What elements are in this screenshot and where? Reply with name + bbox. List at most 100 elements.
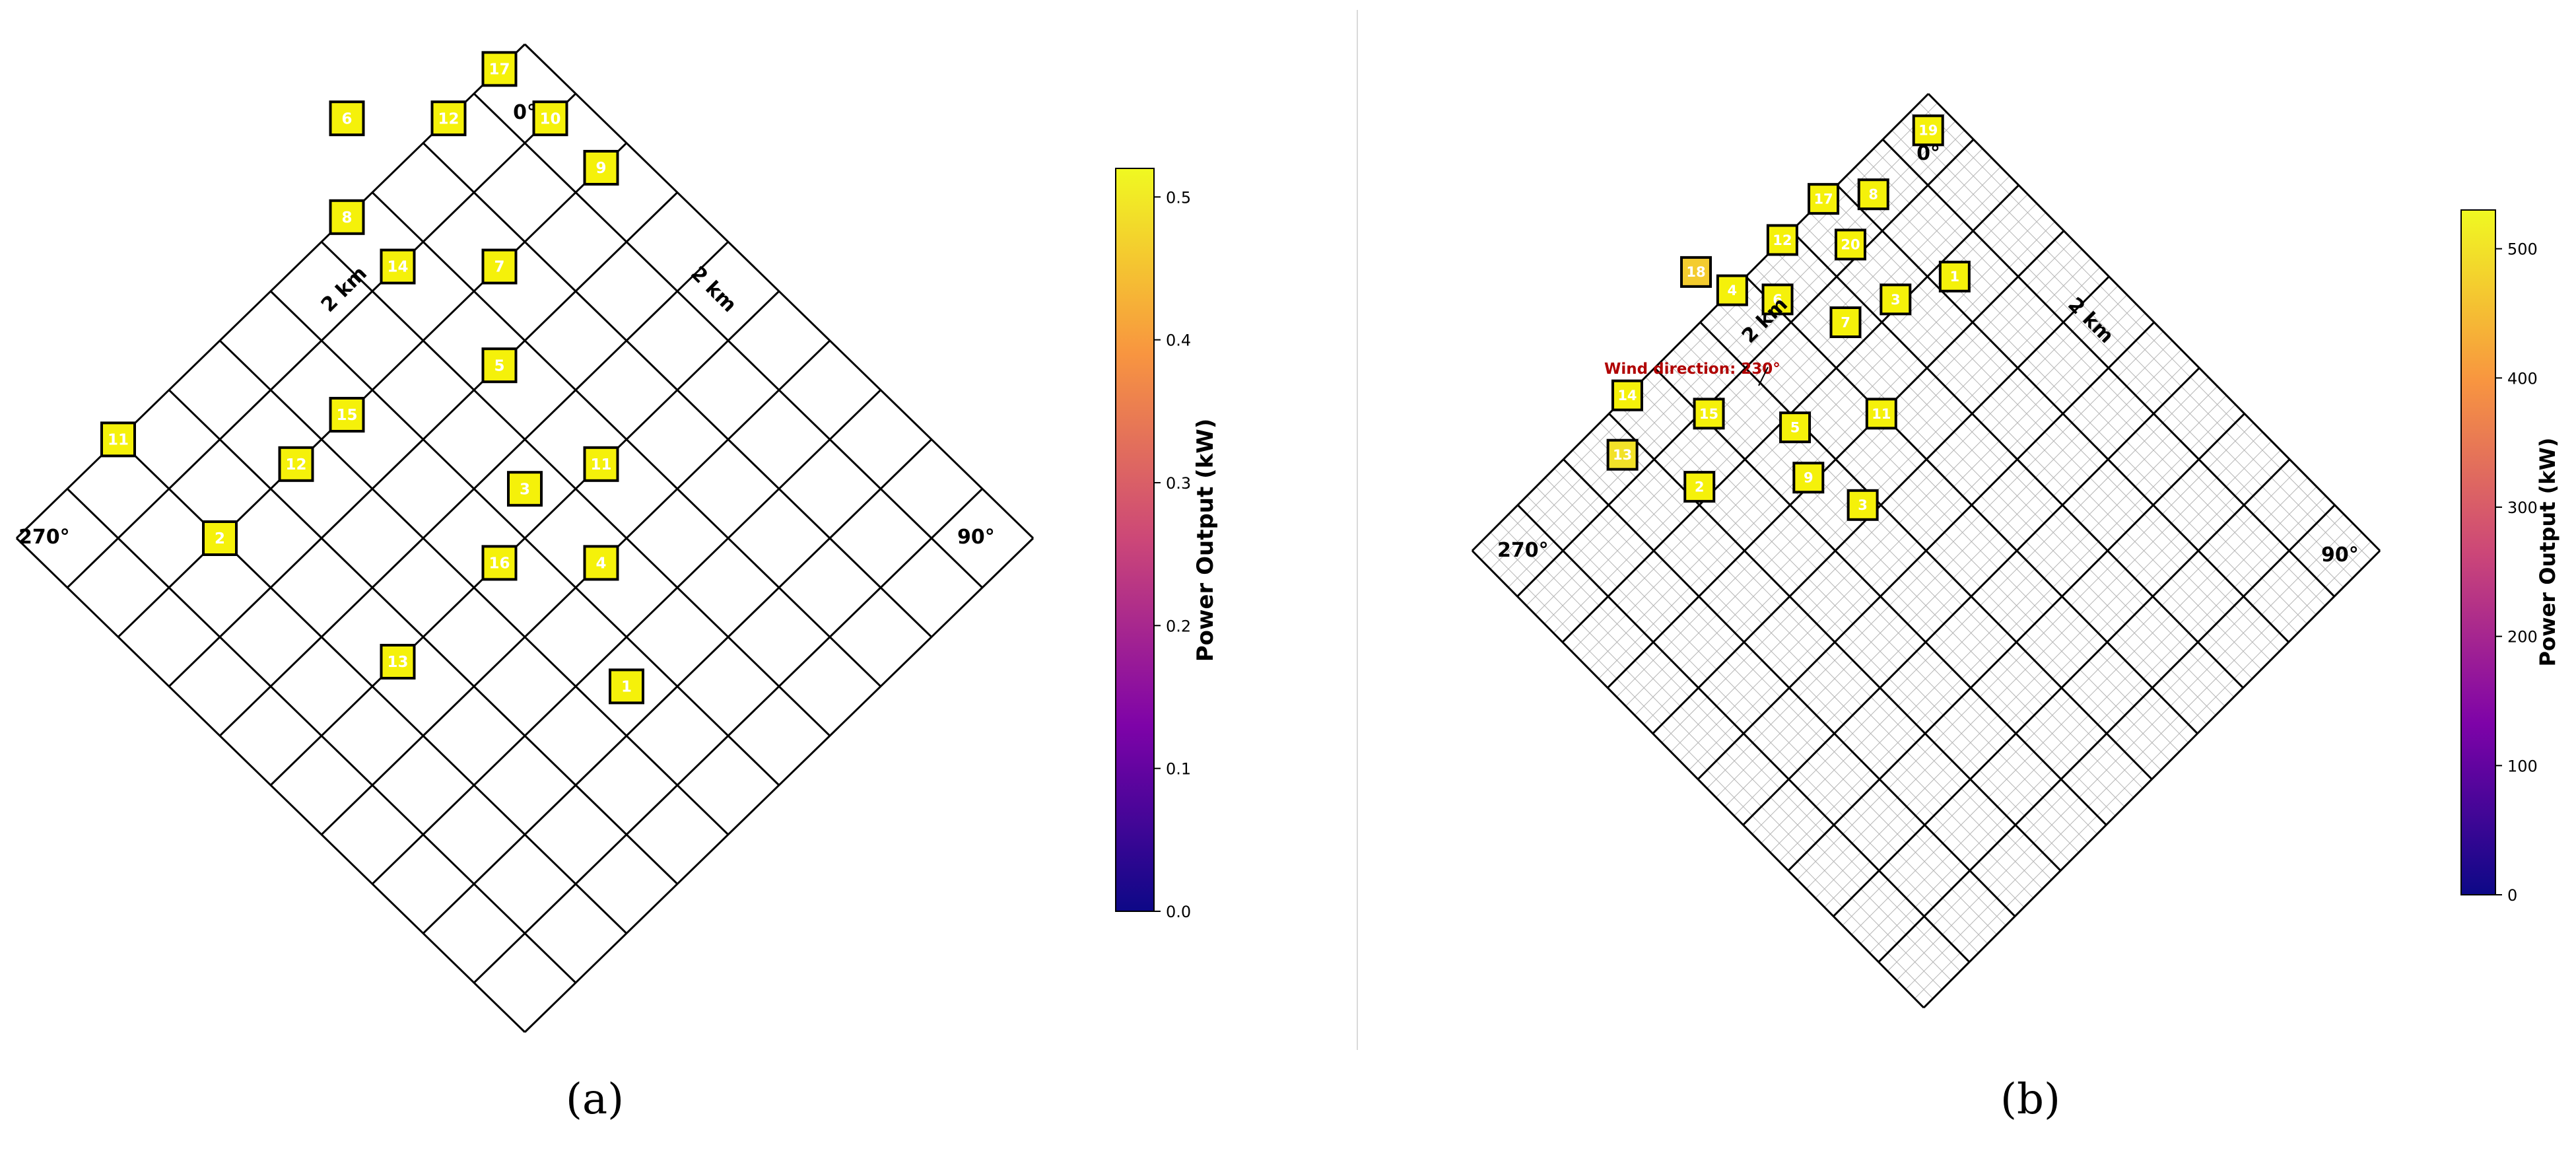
panel-b-east-label: 90°	[2321, 543, 2359, 567]
colorbar-tick-label: 0.5	[1166, 188, 1191, 207]
turbine-id-label: 10	[539, 110, 560, 127]
panel-b-west-label: 270°	[1497, 539, 1549, 562]
grid-line	[15, 537, 526, 1033]
turbine-id-label: 12	[1773, 232, 1792, 248]
grid-line	[1654, 367, 2107, 826]
turbine-id-label: 15	[336, 407, 357, 424]
turbine-marker	[481, 347, 518, 384]
colorbar-tick-label: 500	[2507, 240, 2538, 259]
panel-a-farm-layout: 9 17 11 7 12 5 4 14 6 1 16 3 10 8 12 13 15 2 11 0° 90° 270…	[15, 43, 1034, 1033]
turbine-id-label: 6	[341, 110, 352, 127]
turbine-marker	[1766, 224, 1798, 256]
grid-line	[1878, 504, 2336, 963]
turbine-id-label: 4	[1728, 283, 1738, 298]
turbine-marker	[609, 668, 644, 705]
turbine-id-label: 15	[1699, 406, 1718, 422]
grid-line	[168, 389, 679, 885]
turbine-id-label: 4	[595, 555, 606, 572]
grid-line	[66, 488, 577, 984]
turbine-id-label: 19	[1918, 123, 1938, 139]
turbine-id-label: 3	[1891, 292, 1901, 308]
turbine-id-label: 3	[520, 481, 530, 498]
grid-line	[1742, 367, 2200, 826]
turbine-marker	[1716, 274, 1748, 306]
grid-line	[1608, 413, 2062, 872]
grid-line	[1471, 549, 1925, 1009]
panel-a-scale-label-left: 2 km	[317, 262, 372, 317]
turbine-id-label: 17	[1813, 192, 1833, 207]
turbine-id-label: 5	[1790, 420, 1800, 436]
turbine-marker	[380, 248, 416, 285]
grid-line	[524, 537, 1034, 1033]
turbine-marker	[1779, 411, 1812, 444]
grid-line	[1563, 458, 2016, 917]
panel-b-north-label: 0°	[1916, 142, 1940, 165]
turbine-id-label: 16	[489, 555, 510, 572]
panel-a-north-label: 0°	[513, 101, 537, 124]
turbine-marker	[278, 446, 314, 482]
turbine-marker	[1847, 489, 1879, 521]
panel-a-colorbar-ticks: 0.0 0.1 0.2 0.3 0.4 0.5	[1154, 188, 1191, 921]
grid-line	[1787, 413, 2245, 872]
turbine-id-label: 7	[494, 259, 504, 276]
turbine-id-label: 13	[1613, 447, 1632, 463]
turbine-marker	[329, 397, 365, 433]
turbine-marker	[329, 199, 365, 235]
colorbar-tick-label: 0.2	[1166, 617, 1191, 635]
panel-a-colorbar-ramp	[1115, 168, 1155, 912]
colorbar-tick-label: 0.0	[1166, 903, 1191, 921]
colorbar-tick-label: 0.4	[1166, 331, 1191, 350]
panel-a-colorbar-label: Power Output (kW)	[1192, 419, 1219, 662]
panel-b-colorbar-ramp	[2460, 209, 2496, 895]
turbine-id-label: 1	[621, 678, 632, 695]
turbine-marker	[1761, 283, 1794, 316]
panel-a-west-label: 270°	[18, 526, 70, 549]
colorbar-tick-label: 200	[2507, 628, 2538, 646]
grid-line	[422, 438, 933, 934]
turbine-id-label: 17	[489, 61, 510, 78]
turbine-id-label: 11	[1872, 406, 1891, 422]
panel-b-wind-label: Wind direction: 230°	[1604, 361, 1780, 378]
turbine-marker	[481, 545, 518, 581]
panel-b-scale-label-right: 2 km	[2063, 293, 2118, 348]
panel-b-wind-arrow	[1758, 366, 1769, 386]
turbine-marker	[1680, 256, 1712, 288]
panel-b-grid	[1471, 92, 2381, 1009]
colorbar-tick-label: 100	[2507, 757, 2538, 775]
turbine-id-label: 13	[387, 654, 408, 671]
panel-a-label: (a)	[566, 1075, 625, 1124]
turbine-marker	[202, 520, 238, 556]
turbine-marker	[430, 100, 467, 137]
turbine-marker	[507, 471, 543, 507]
turbine-marker	[1938, 260, 1971, 293]
turbine-id-label: 8	[341, 209, 352, 227]
turbine-id-label: 11	[590, 456, 611, 473]
turbine-marker	[583, 150, 619, 186]
grid-line	[1697, 321, 2155, 781]
turbine-marker	[481, 51, 518, 87]
turbine-id-label: 18	[1686, 264, 1705, 280]
turbine-id-label: 11	[108, 431, 129, 448]
turbine-marker	[1880, 283, 1912, 316]
turbine-marker	[1912, 114, 1944, 147]
turbine-marker	[1606, 438, 1639, 471]
turbine-id-label: 14	[1617, 388, 1637, 403]
turbine-marker	[583, 545, 619, 581]
turbine-marker	[380, 644, 416, 680]
grid-line	[269, 290, 780, 786]
turbine-marker	[1693, 398, 1725, 430]
colorbar-tick-label: 300	[2507, 499, 2538, 517]
turbine-marker	[1808, 183, 1840, 215]
panel-a-east-label: 90°	[957, 526, 995, 549]
turbine-id-label: 20	[1841, 237, 1860, 253]
colorbar-tick-label: 0.3	[1166, 474, 1191, 493]
turbine-id-label: 5	[494, 357, 504, 374]
colorbar-tick-label: 0.1	[1166, 760, 1191, 779]
grid-line	[320, 339, 831, 835]
turbine-id-label: 12	[438, 110, 459, 127]
panel-divider	[1357, 10, 1358, 1050]
turbine-marker	[1792, 462, 1825, 494]
